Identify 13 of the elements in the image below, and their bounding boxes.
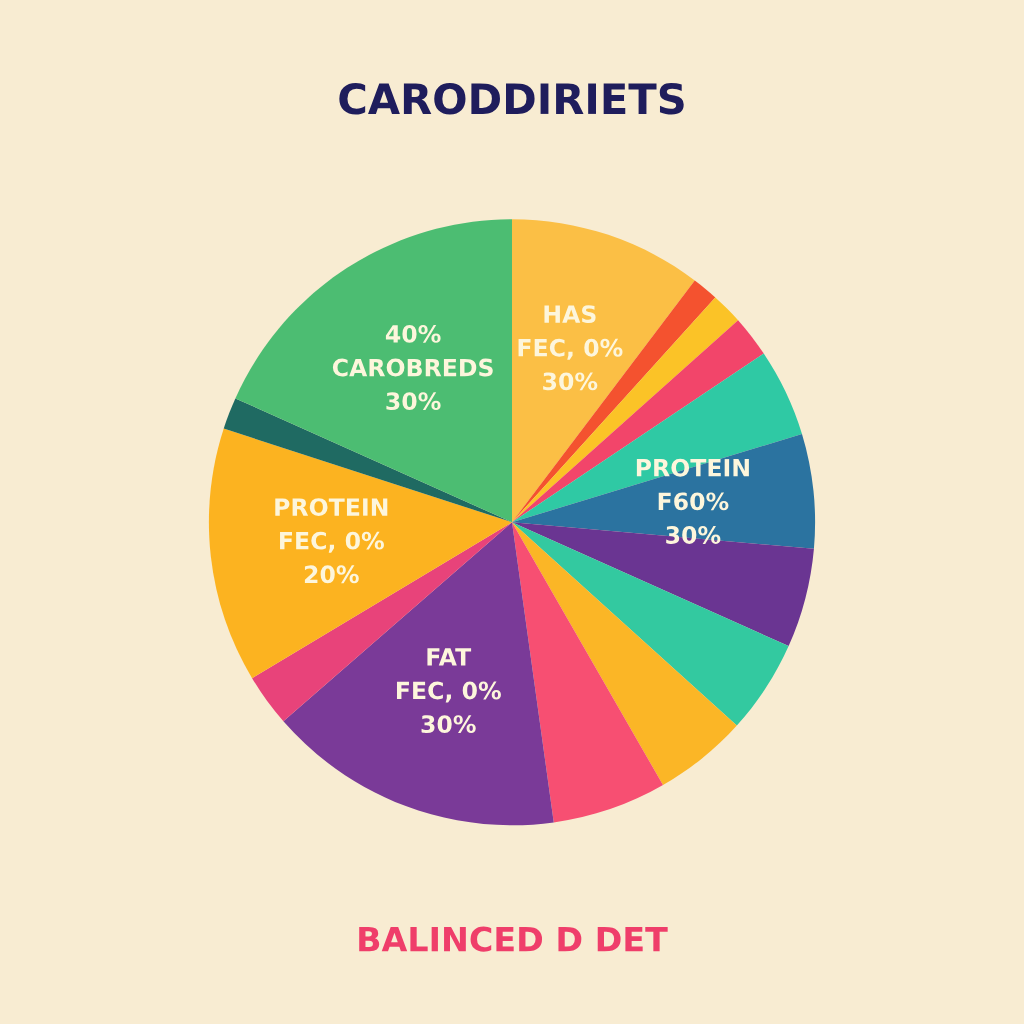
pie-slice bbox=[512, 522, 814, 647]
slice-label: PROTEIN FEC, 0% 20% bbox=[275, 498, 388, 584]
slice-label: FAT FEC, 0% 30% bbox=[396, 648, 501, 734]
slice-label: HAS FEC, 0% 30% bbox=[518, 305, 623, 391]
pie-slice bbox=[235, 219, 512, 523]
slice-label: PROTEIN F60% 30% bbox=[636, 458, 749, 544]
pie-slice bbox=[512, 522, 663, 823]
slice-label: 40% CAROBREDS 30% bbox=[332, 324, 493, 411]
pie-slice bbox=[512, 434, 816, 549]
pie-slice bbox=[208, 428, 512, 679]
chart-title: CARODDIRIETS bbox=[339, 82, 684, 115]
pie-slice bbox=[512, 522, 737, 786]
text: BALINCED D DET bbox=[359, 926, 668, 952]
